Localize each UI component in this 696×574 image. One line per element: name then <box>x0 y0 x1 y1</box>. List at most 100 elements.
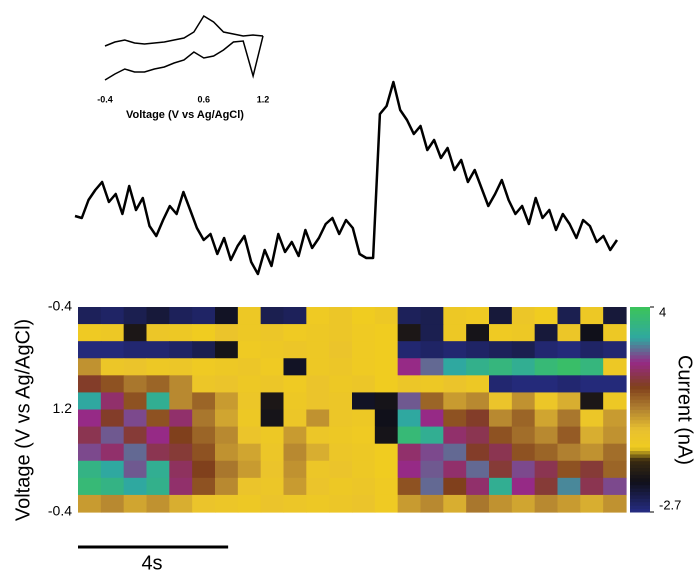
cv-curve <box>105 36 263 80</box>
heatmap-cell <box>443 324 466 342</box>
heatmap-cell <box>580 324 603 342</box>
heatmap-cell <box>352 307 375 325</box>
heatmap-cell <box>101 307 124 325</box>
heatmap-cell <box>192 410 215 428</box>
heatmap-cell <box>101 427 124 445</box>
heatmap-cell <box>558 341 581 359</box>
heatmap-cell <box>421 461 444 479</box>
heatmap-cell <box>512 307 535 325</box>
colorbar-segment <box>630 369 650 373</box>
heatmap-cell <box>78 444 101 462</box>
heatmap-cell <box>421 495 444 513</box>
colorbar-segment <box>630 403 650 407</box>
heatmap-cell <box>443 307 466 325</box>
colorbar-segment <box>630 331 650 335</box>
y-axis-title: Voltage (V vs Ag/AgCl) <box>12 319 34 521</box>
colorbar-segment <box>630 379 650 383</box>
heatmap-cell <box>192 324 215 342</box>
heatmap-cell <box>215 358 238 376</box>
heatmap-cell <box>124 324 147 342</box>
heatmap-cell <box>375 461 398 479</box>
heatmap-cell <box>124 307 147 325</box>
heatmap-cell <box>124 341 147 359</box>
heatmap-cell <box>558 427 581 445</box>
heatmap-cell <box>421 410 444 428</box>
colorbar-segment <box>630 399 650 403</box>
heatmap-cell <box>603 461 626 479</box>
heatmap-cell <box>375 427 398 445</box>
heatmap-cell <box>421 444 444 462</box>
heatmap-cell <box>215 375 238 393</box>
heatmap-cell <box>306 410 329 428</box>
heatmap-cell <box>147 495 170 513</box>
heatmap-cell <box>147 444 170 462</box>
colorbar-segment <box>630 416 650 420</box>
colorbar-segment <box>630 382 650 386</box>
colorbar-segment <box>630 410 650 414</box>
colorbar-segment <box>630 345 650 349</box>
colorbar-segment <box>630 389 650 393</box>
heatmap-cell <box>306 444 329 462</box>
heatmap-cell <box>78 307 101 325</box>
heatmap-cell <box>329 324 352 342</box>
heatmap-cell <box>101 444 124 462</box>
heatmap-cell <box>306 392 329 410</box>
heatmap-cell <box>215 307 238 325</box>
heatmap-cell <box>238 495 261 513</box>
inset-x-label: Voltage (V vs Ag/AgCl) <box>126 109 244 121</box>
heatmap-cell <box>398 495 421 513</box>
heatmap-cell <box>535 461 558 479</box>
heatmap-cell <box>238 307 261 325</box>
heatmap-cell <box>535 375 558 393</box>
heatmap-cell <box>238 358 261 376</box>
heatmap-cell <box>352 392 375 410</box>
heatmap-cell <box>306 495 329 513</box>
heatmap-cell <box>398 392 421 410</box>
heatmap-cell <box>101 324 124 342</box>
heatmap-cell <box>489 427 512 445</box>
colorbar-segment <box>630 488 650 492</box>
colorbar-segment <box>630 423 650 427</box>
heatmap-cell <box>580 358 603 376</box>
colorbar-segment <box>630 430 650 434</box>
colorbar-segment <box>630 413 650 417</box>
heatmap-cell <box>215 324 238 342</box>
heatmap-cell <box>489 478 512 496</box>
heatmap-cell <box>169 392 192 410</box>
heatmap-cell <box>352 461 375 479</box>
colorbar-segment <box>630 454 650 458</box>
colorbar-segment <box>630 427 650 431</box>
heatmap-cell <box>398 427 421 445</box>
colorbar-segment <box>630 351 650 355</box>
heatmap-cell <box>512 375 535 393</box>
heatmap-cell <box>352 478 375 496</box>
heatmap-cell <box>261 392 284 410</box>
heatmap-cell <box>352 444 375 462</box>
heatmap-cell <box>398 461 421 479</box>
y-tick-label: 1.2 <box>53 400 73 416</box>
heatmap-cell <box>192 307 215 325</box>
heatmap-cell <box>192 341 215 359</box>
heatmap-cell <box>580 341 603 359</box>
heatmap-cell <box>489 392 512 410</box>
heatmap-cell <box>443 358 466 376</box>
inset-x-tick-label: 0.6 <box>197 94 210 104</box>
heatmap-cell <box>352 427 375 445</box>
heatmap-cell <box>512 444 535 462</box>
heatmap-cell <box>512 478 535 496</box>
heatmap-cell <box>261 444 284 462</box>
heatmap-cell <box>558 410 581 428</box>
heatmap-cell <box>558 375 581 393</box>
heatmap-cell <box>101 478 124 496</box>
heatmap-cell <box>101 358 124 376</box>
heatmap-cell <box>238 375 261 393</box>
heatmap-cell <box>443 427 466 445</box>
heatmap-cell <box>238 341 261 359</box>
heatmap-cell <box>352 324 375 342</box>
heatmap-cell <box>535 307 558 325</box>
colorbar-segment <box>630 468 650 472</box>
heatmap-cell <box>284 495 307 513</box>
heatmap-cell <box>261 427 284 445</box>
heatmap-cell <box>101 392 124 410</box>
heatmap-cell <box>580 444 603 462</box>
